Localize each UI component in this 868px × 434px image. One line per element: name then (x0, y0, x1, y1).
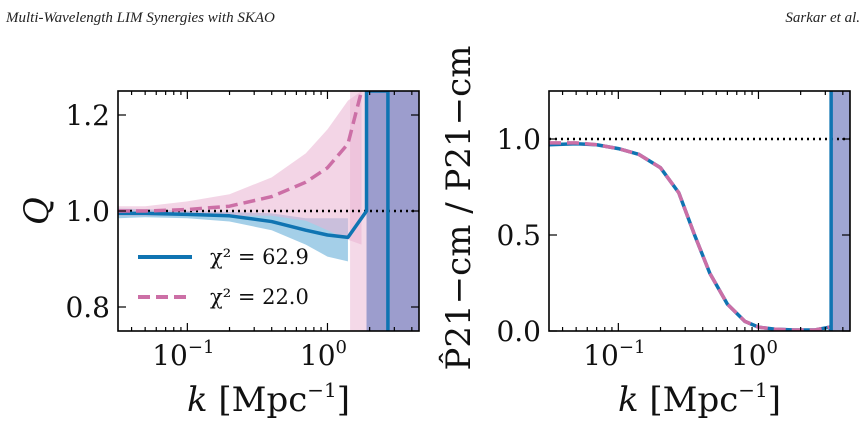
y-tick-label: 0.8 (65, 291, 110, 324)
x-tick-label: 10−1 (152, 337, 214, 372)
y-tick-label: 1.0 (65, 195, 110, 228)
y-tick-label: 1.0 (496, 123, 541, 156)
series-line-blue (118, 91, 390, 331)
running-header-title: Multi-Wavelength LIM Synergies with SKAO (6, 10, 275, 26)
series-line-pink (118, 91, 364, 213)
legend-label: χ² = 62.9 (210, 245, 309, 269)
x-axis-label: k [Mpc−1] (618, 378, 781, 420)
legend: χ² = 62.9 χ² = 22.0 (138, 245, 309, 309)
x-tick-label: 100 (300, 337, 347, 372)
error-band-blue (118, 208, 348, 262)
x-tick-label: 10−1 (583, 337, 645, 372)
plot-area (549, 91, 850, 331)
y-tick-label: 0.5 (496, 219, 541, 252)
y-axis-label: Q (17, 197, 57, 225)
x-axis-label: k [Mpc−1] (187, 378, 350, 420)
divergence-region-blue (831, 91, 850, 331)
divergence-region-blue (366, 91, 419, 331)
x-tick-label: 100 (731, 337, 778, 372)
y-axis-label: P̂21−cm / P21−cm (438, 46, 479, 371)
panel-power-ratio: 0.0 0.5 1.0 10−1 100 k [Mpc−1] P̂21−cm / P21−c… (438, 46, 851, 420)
y-tick-label: 1.2 (65, 99, 110, 132)
series-line-pink (549, 141, 830, 331)
error-band-pink (118, 91, 362, 245)
y-tick-label: 0.0 (496, 315, 541, 348)
legend-label: χ² = 22.0 (210, 285, 309, 309)
series-line-blue (549, 91, 833, 331)
plot-area (118, 91, 419, 331)
plot-frame (548, 90, 851, 332)
running-header-authors: Sarkar et al. (785, 10, 860, 26)
